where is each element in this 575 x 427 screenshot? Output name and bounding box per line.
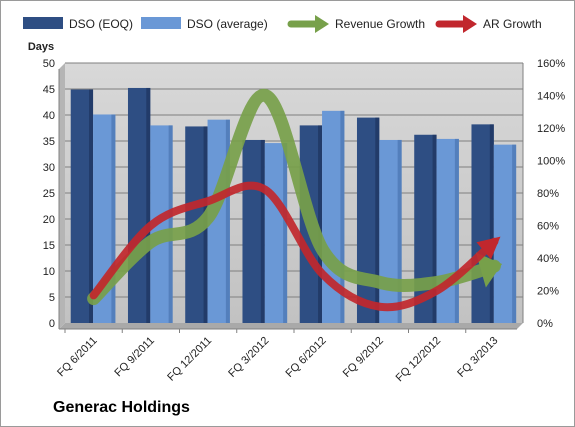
legend-label: DSO (average) (187, 17, 268, 31)
y2-tick-label: 160% (537, 58, 565, 70)
bar-dso-average (150, 125, 173, 324)
x-tick-label: FQ 9/2012 (341, 335, 386, 380)
plot-floor (59, 323, 523, 329)
y2-tick-label: 0% (537, 318, 553, 330)
y2-tick-label: 140% (537, 91, 565, 103)
bar-edge (168, 125, 173, 324)
bar-edge (397, 139, 402, 323)
y-tick-label: 30 (43, 162, 55, 174)
legend-swatch (141, 17, 181, 29)
bar-edge (454, 138, 459, 323)
bar-edge (512, 144, 517, 323)
bar-dso-eoq (70, 89, 94, 324)
bar-edge (340, 110, 345, 323)
y2-tick-label: 100% (537, 156, 565, 168)
bar-edge (318, 125, 323, 324)
y-axis-label: Days (28, 41, 54, 53)
y2-tick-label: 60% (537, 221, 559, 233)
bar-edge (283, 143, 288, 323)
legend-swatch (23, 17, 63, 29)
bar-edge (111, 114, 116, 323)
bar-edge (146, 87, 151, 324)
y-tick-label: 0 (49, 318, 55, 330)
ar-growth-line-arrowhead (476, 236, 501, 260)
chart-title: Generac Holdings (53, 399, 190, 416)
y2-tick-label: 40% (537, 253, 559, 265)
legend-label: AR Growth (483, 17, 542, 31)
revenue-growth-line-arrowhead (475, 252, 503, 288)
x-tick-label: FQ 9/2011 (112, 335, 157, 380)
y2-tick-label: 120% (537, 123, 565, 135)
bar-edge (375, 117, 380, 323)
legend-label: Revenue Growth (335, 17, 425, 31)
legend-arrowhead (463, 15, 477, 33)
x-tick-label: FQ 3/2012 (226, 335, 271, 380)
legend-arrowhead (315, 15, 329, 33)
plot-side-wall (59, 63, 65, 329)
legend-item: AR Growth (435, 15, 542, 33)
y2-tick-label: 80% (537, 188, 559, 200)
bar-edge (489, 124, 494, 323)
x-tick-label: FQ 12/2012 (394, 335, 444, 385)
y-tick-label: 25 (43, 188, 55, 200)
growth-lines (87, 89, 503, 312)
y-tick-label: 35 (43, 136, 55, 148)
x-tick-label: FQ 6/2012 (284, 335, 329, 380)
legend-item: Revenue Growth (287, 15, 425, 33)
x-tick-label: FQ 3/2013 (455, 335, 500, 380)
revenue-growth-line (87, 89, 501, 306)
y-tick-label: 10 (43, 266, 55, 278)
legend-label: DSO (EOQ) (69, 17, 133, 31)
bar-edge (225, 119, 230, 324)
y-tick-label: 50 (43, 58, 55, 70)
legend-item: DSO (EOQ) (23, 17, 133, 31)
legend-item: DSO (average) (141, 17, 268, 31)
bar-dso-eoq (356, 117, 380, 323)
bar-dso-average (493, 144, 517, 323)
x-tick-label: FQ 6/2011 (55, 335, 100, 380)
y-tick-label: 20 (43, 214, 55, 226)
bar-dso-average (264, 143, 288, 323)
legend: DSO (EOQ) DSO (average) Revenue Growth AR G… (23, 15, 542, 33)
y-tick-label: 15 (43, 240, 55, 252)
bar-edge (432, 134, 437, 323)
y2-tick-label: 20% (537, 286, 559, 298)
y-tick-label: 45 (43, 84, 55, 96)
y-tick-label: 40 (43, 110, 55, 122)
x-tick-label: FQ 12/2011 (165, 335, 214, 384)
y-tick-label: 5 (49, 292, 55, 304)
bar-dso-eoq (414, 134, 437, 323)
bar-edge (89, 89, 94, 324)
bar-edge (260, 139, 265, 323)
